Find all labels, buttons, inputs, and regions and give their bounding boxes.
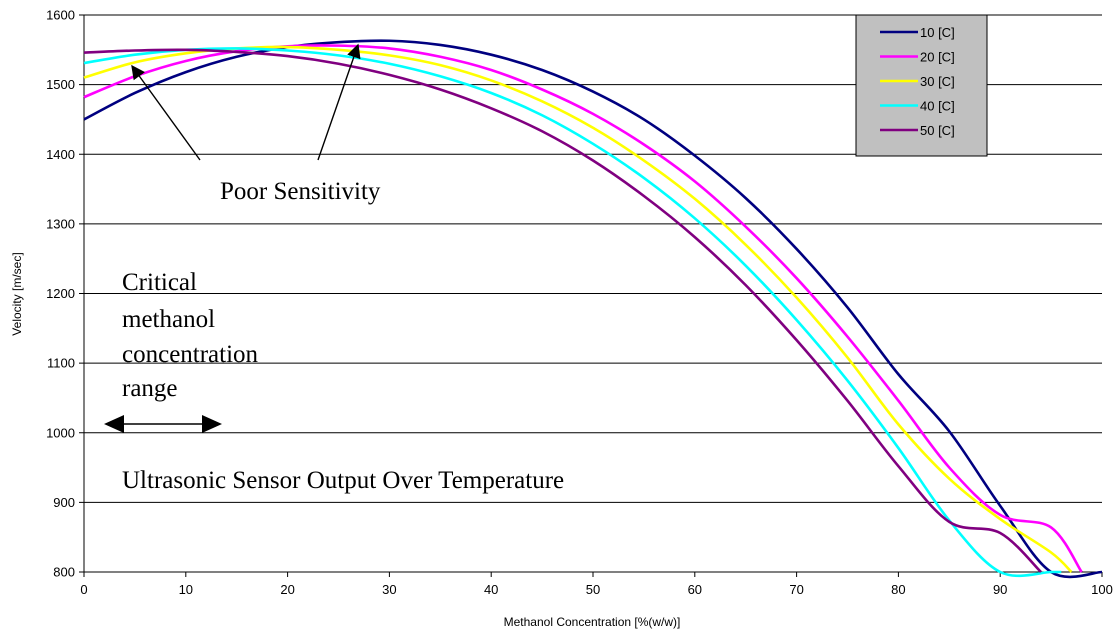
series-line-4 <box>83 47 1062 578</box>
x-tick-label: 100 <box>1091 582 1113 597</box>
poor-sensitivity-arrow-right <box>317 43 361 161</box>
series-line-5 <box>83 48 1042 573</box>
series-lines <box>83 39 1103 579</box>
legend-label-5: 50 [C] <box>920 123 955 138</box>
legend-label-2: 20 [C] <box>920 50 955 65</box>
y-tick-label: 1300 <box>46 216 75 231</box>
sensor-output-subtitle: Ultrasonic Sensor Output Over Temperatur… <box>122 467 564 494</box>
poor-sensitivity-arrow-left <box>131 64 201 161</box>
x-tick-label: 20 <box>280 582 294 597</box>
y-tick-label: 1500 <box>46 77 75 92</box>
legend-label-4: 40 [C] <box>920 99 955 114</box>
legend-label-3: 30 [C] <box>920 74 955 89</box>
series-line-3 <box>83 45 1073 573</box>
y-tick-label: 900 <box>53 495 75 510</box>
y-axis-title: Velocity [m/sec] <box>10 252 24 335</box>
x-tick-label: 40 <box>484 582 498 597</box>
axes <box>79 14 1103 577</box>
critical-range-line-3: concentration <box>122 341 259 368</box>
x-tick-label: 10 <box>179 582 193 597</box>
poor-sensitivity-label: Poor Sensitivity <box>220 178 381 205</box>
critical-range-line-2: methanol <box>122 306 215 333</box>
y-tick-label: 800 <box>53 565 75 580</box>
x-tick-label: 60 <box>688 582 702 597</box>
series-line-1 <box>83 39 1103 579</box>
critical-range-double-arrow <box>104 415 222 433</box>
x-tick-label: 30 <box>382 582 396 597</box>
y-tick-label: 1100 <box>47 356 75 371</box>
legend-label-1: 10 [C] <box>920 25 955 40</box>
critical-range-line-1: Critical <box>122 269 197 296</box>
x-tick-label: 80 <box>891 582 905 597</box>
y-tick-label: 1200 <box>46 286 75 301</box>
x-tick-label: 70 <box>789 582 803 597</box>
x-tick-label: 90 <box>993 582 1007 597</box>
tick-labels: 800 900 1000 1100 1200 1300 1400 1500 1600 0 10 20 3… <box>46 8 1113 598</box>
x-axis-title: Methanol Concentration [%(w/w)] <box>504 615 681 629</box>
y-tick-label: 1400 <box>46 147 75 162</box>
gridlines <box>84 14 1102 503</box>
legend: 10 [C] 20 [C] 30 [C] 40 [C] 50 [C] <box>855 14 988 157</box>
x-tick-label: 50 <box>586 582 600 597</box>
x-tick-label: 0 <box>80 582 87 597</box>
y-tick-label: 1600 <box>46 8 75 23</box>
legend-box <box>855 14 988 157</box>
critical-range-line-4: range <box>122 375 178 402</box>
y-tick-label: 1000 <box>46 425 75 440</box>
